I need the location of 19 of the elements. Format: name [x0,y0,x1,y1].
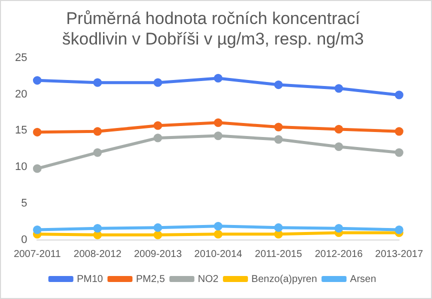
y-tick-label: 25 [14,52,28,64]
y-tick-label: 15 [14,124,28,137]
legend-label: Benzo(a)pyren [251,274,318,285]
legend-label: PM10 [76,274,104,285]
chart-title: Průměrná hodnota ročních koncentrací škodlivin v Dobříši v µg/m3, resp. ng/m3 [62,8,364,48]
x-tick-label: 2012-2016 [314,248,364,260]
x-tick-label: 2008-2012 [74,248,122,260]
x-tick-label: 2007-2011 [14,248,62,260]
x-tick-label: 2013-2017 [375,248,424,260]
x-tick-label: 2010-2014 [194,248,243,260]
legend-label: PM2,5 [136,274,166,285]
x-tick-label: 2011-2015 [254,248,302,260]
x-tick-label: 2009-2013 [134,248,182,260]
y-tick-label: 0 [21,234,28,246]
legend-label: NO2 [198,274,219,285]
y-tick-label: 20 [14,88,28,100]
y-tick-label: 10 [14,161,28,174]
y-tick-label: 5 [21,198,28,210]
legend-label: Arsen [350,274,376,285]
